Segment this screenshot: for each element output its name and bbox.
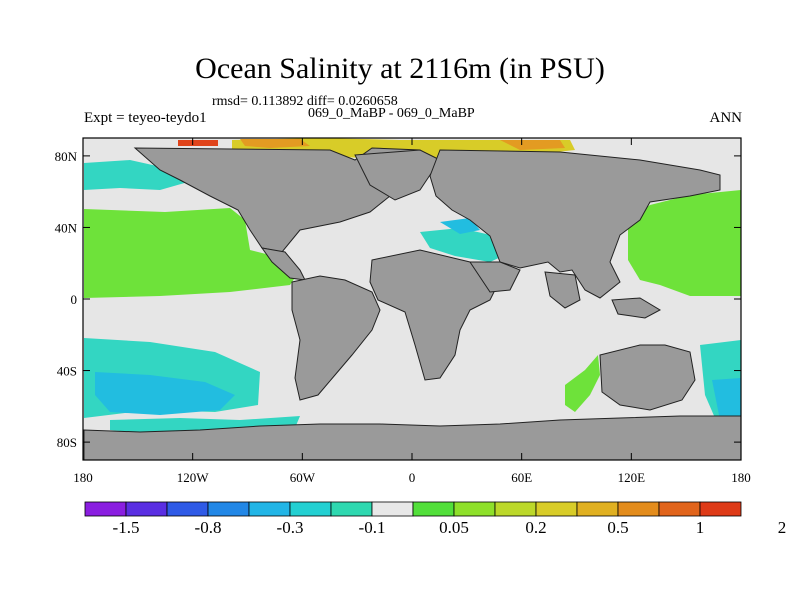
land-greenland	[354, 149, 441, 201]
land-india-region	[544, 271, 581, 309]
colorbar-box	[84, 501, 127, 517]
indian-green	[565, 355, 600, 412]
colorbar-label: -0.1	[359, 518, 386, 537]
colorbar-box	[453, 501, 496, 517]
colorbar-box	[207, 501, 250, 517]
lat-tick-label: 40N	[55, 220, 78, 235]
mediterranean-blue	[440, 218, 480, 234]
lon-tick-label: 60E	[511, 470, 532, 485]
colorbar-boxes	[84, 501, 742, 517]
colorbar-box	[412, 501, 455, 517]
colorbar-box	[576, 501, 619, 517]
land-indonesia	[611, 297, 662, 319]
map-field	[83, 138, 742, 461]
colorbar-box	[699, 501, 742, 517]
lon-tick-label: 180	[73, 470, 93, 485]
colorbar-box	[330, 501, 373, 517]
chart-title: Ocean Salinity at 2116m (in PSU)	[195, 52, 605, 85]
land-south-america	[291, 275, 381, 401]
comparison-line: 069_0_MaBP - 069_0_MaBP	[308, 106, 475, 121]
south-pacific-blue	[95, 372, 235, 415]
colorbar-label: -0.3	[277, 518, 304, 537]
lon-tick-label: 60W	[290, 470, 316, 485]
colorbar-label: 1	[696, 518, 705, 537]
colorbar-box	[289, 501, 332, 517]
north-pacific-green	[84, 208, 300, 298]
west-pacific-green	[628, 190, 741, 296]
lat-tick-label: 80N	[55, 149, 78, 164]
mediterranean-cyan	[420, 228, 505, 262]
lat-tick-label: 80S	[57, 435, 77, 450]
colorbar-label: 0.05	[439, 518, 469, 537]
colorbar-box	[494, 501, 537, 517]
colorbar-label: -1.5	[113, 518, 140, 537]
map-axes: 80N 40N 0 40S 80S 180 120W 60W 0 60E 120E 180	[55, 137, 751, 485]
lon-tick-label: 120W	[177, 470, 210, 485]
colorbar-label: 0.5	[607, 518, 628, 537]
season-label: ANN	[709, 110, 743, 126]
arctic-red	[178, 140, 218, 146]
colorbar-label: -0.8	[195, 518, 222, 537]
colorbar-box	[658, 501, 701, 517]
colorbar-box	[371, 501, 414, 517]
colorbar-label: 0.2	[525, 518, 546, 537]
arctic-orange-2	[500, 140, 565, 150]
land-north-america	[133, 147, 421, 253]
colorbar-box	[535, 501, 578, 517]
colorbar-box	[125, 501, 168, 517]
lon-tick-label: 0	[409, 470, 416, 485]
lon-tick-label: 180	[731, 470, 751, 485]
land-arabia	[469, 261, 521, 293]
lat-tick-label: 40S	[57, 364, 77, 379]
stats-line: rmsd= 0.113892 diff= 0.0260658	[212, 94, 398, 109]
lon-tick-label: 120E	[618, 470, 646, 485]
colorbar-box	[617, 501, 660, 517]
lat-tick-label: 0	[71, 292, 78, 307]
australia-south-blue	[712, 378, 741, 420]
land-australia	[599, 344, 696, 411]
colorbar-box	[166, 501, 209, 517]
land-eurasia	[429, 149, 721, 299]
colorbar-labels: -1.5 -0.8 -0.3 -0.1 0.05 0.2 0.5 1 2	[113, 518, 787, 537]
colorbar-box	[248, 501, 291, 517]
experiment-label: Expt = teyeo-teydo1	[84, 110, 207, 126]
arctic-orange	[240, 139, 310, 148]
north-pacific-cyan	[84, 160, 195, 190]
colorbar-label: 2	[778, 518, 787, 537]
